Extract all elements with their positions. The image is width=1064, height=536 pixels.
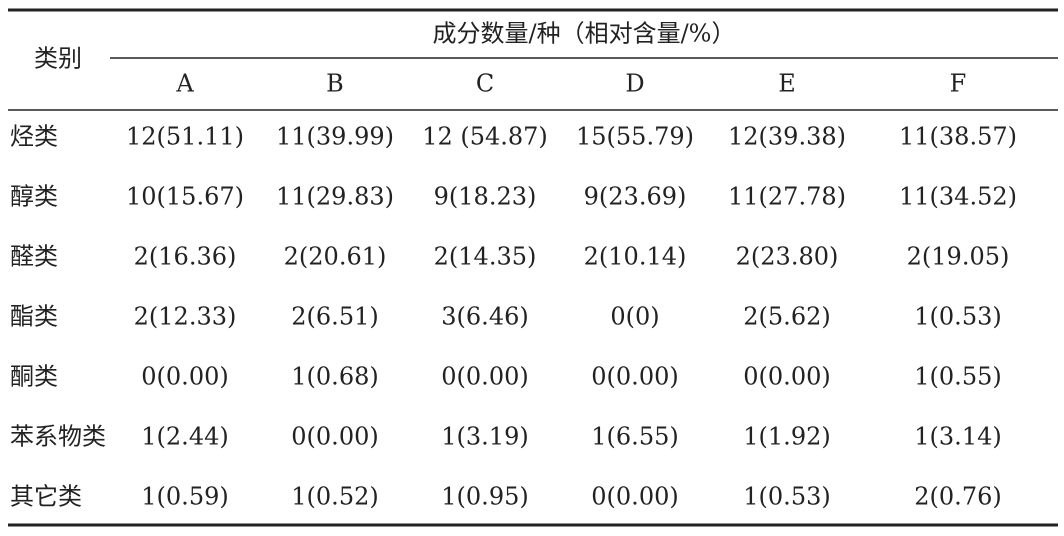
row-label: 酮类 [10, 363, 58, 391]
cell: 9(23.69) [584, 183, 687, 211]
cell: 1(0.55) [914, 363, 1001, 391]
row-label: 其它类 [10, 483, 82, 511]
cell: 12(51.11) [126, 123, 244, 151]
cell: 9(18.23) [434, 183, 537, 211]
cell: 2(23.80) [736, 243, 839, 271]
cell: 1(1.92) [743, 423, 830, 451]
cell: 2(20.61) [284, 243, 387, 271]
column-header: A [175, 70, 194, 98]
cell: 2(5.62) [743, 303, 830, 331]
cell: 1(0.52) [291, 483, 378, 511]
cell: 1(3.19) [441, 423, 528, 451]
column-header: D [625, 70, 644, 98]
cell: 2(16.36) [134, 243, 237, 271]
cell: 11(39.99) [276, 123, 394, 151]
cell: 1(0.53) [743, 483, 830, 511]
cell: 2(0.76) [914, 483, 1001, 511]
cell: 0(0.00) [141, 363, 228, 391]
cell: 3(6.46) [441, 303, 528, 331]
cell: 1(2.44) [141, 423, 228, 451]
row-label: 酯类 [10, 303, 58, 331]
cell: 2(19.05) [907, 243, 1010, 271]
cell: 11(34.52) [899, 183, 1017, 211]
cell: 0(0) [610, 303, 659, 331]
column-header: E [778, 70, 796, 98]
row-label: 烃类 [10, 123, 58, 151]
cell: 1(0.95) [441, 483, 528, 511]
group-header: 成分数量/种（相对含量/%） [433, 20, 736, 48]
cell: 10(15.67) [126, 183, 244, 211]
cell: 0(0.00) [591, 483, 678, 511]
cell: 12(39.38) [728, 123, 846, 151]
cell: 2(6.51) [291, 303, 378, 331]
cell: 11(29.83) [276, 183, 394, 211]
column-header: F [950, 70, 967, 98]
cell: 2(10.14) [584, 243, 687, 271]
row-label: 醛类 [10, 243, 58, 271]
cell: 1(0.59) [141, 483, 228, 511]
cell: 11(27.78) [728, 183, 846, 211]
column-header: C [476, 70, 494, 98]
cell: 0(0.00) [441, 363, 528, 391]
cell: 1(0.53) [914, 303, 1001, 331]
cell: 1(0.68) [291, 363, 378, 391]
cell: 0(0.00) [591, 363, 678, 391]
column-header: B [326, 70, 344, 98]
cell: 2(12.33) [134, 303, 237, 331]
row-header: 类别 [34, 45, 82, 73]
cell: 12 (54.87) [422, 123, 548, 151]
cell: 15(55.79) [576, 123, 694, 151]
row-label: 醇类 [10, 183, 58, 211]
cell: 2(14.35) [434, 243, 537, 271]
cell: 1(6.55) [591, 423, 678, 451]
row-label: 苯系物类 [10, 423, 106, 451]
cell: 0(0.00) [291, 423, 378, 451]
cell: 1(3.14) [914, 423, 1001, 451]
cell: 0(0.00) [743, 363, 830, 391]
cell: 11(38.57) [899, 123, 1017, 151]
